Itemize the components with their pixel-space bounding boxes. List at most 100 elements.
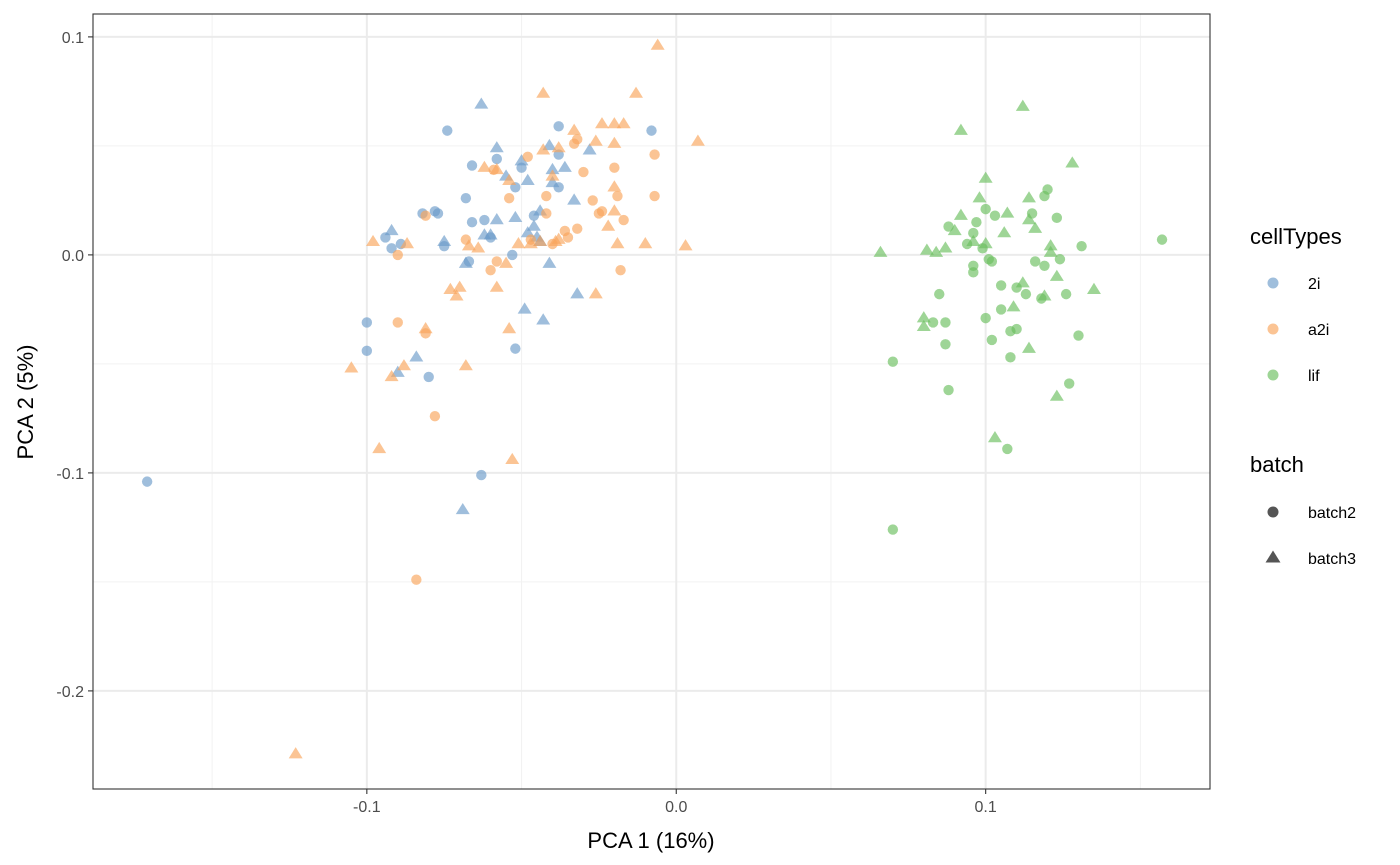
point-2i-batch2 [386,243,397,254]
point-lif-batch3 [1049,389,1064,401]
point-a2i-batch3 [489,280,504,292]
point-2i-batch2 [646,125,657,136]
point-a2i-batch3 [511,236,526,249]
point-2i-batch2 [361,345,373,357]
point-2i-batch3 [458,256,473,268]
point-lif-batch3 [972,191,987,203]
point-a2i-batch2 [420,210,431,221]
point-a2i-batch3 [396,359,411,371]
point-lif-batch2 [1060,288,1072,300]
point-lif-batch3 [1022,191,1036,203]
point-lif-batch3 [1049,269,1064,281]
point-lif-batch3 [1028,221,1043,233]
point-2i-batch3 [542,256,557,268]
point-a2i-batch3 [607,180,622,192]
point-a2i-batch2 [596,206,608,217]
y-tick-label: -0.2 [56,684,84,701]
point-lif-batch3 [947,223,962,236]
point-lif-batch3 [1043,245,1058,257]
grid [93,14,1210,789]
point-lif-batch2 [971,216,982,228]
point-2i-batch3 [570,287,585,299]
point-lif-batch2 [980,312,991,324]
point-2i-batch3 [557,160,572,172]
point-lif-batch2 [1002,443,1013,455]
point-lif-batch2 [1005,325,1016,337]
point-lif-batch2 [940,317,951,328]
point-lif-batch2 [943,221,954,232]
point-a2i-batch2 [503,193,515,204]
point-lif-batch2 [887,356,899,367]
x-tick-label: 0.1 [975,799,997,816]
point-2i-batch2 [432,208,444,219]
point-a2i-batch2 [615,264,626,276]
point-lif-batch2 [989,210,1001,221]
point-lif-batch2 [927,317,939,328]
point-a2i-batch3 [449,289,464,301]
point-2i-batch2 [479,214,490,226]
point-a2i-batch3 [288,747,303,759]
point-lif-batch2 [1029,256,1041,267]
point-a2i-batch3 [400,236,415,249]
y-axis-title: PCA 2 (5%) [13,345,38,460]
point-2i-batch3 [390,365,405,377]
legend-label-lif: lif [1308,368,1320,385]
legend-key-lif [1267,369,1279,381]
point-a2i-batch2 [609,162,620,173]
point-2i-batch3 [508,210,523,223]
point-lif-batch2 [995,304,1007,315]
point-lif-batch3 [1065,156,1080,168]
point-a2i-batch2 [572,223,583,234]
axis-ticks: -0.1 0.0 0.1 -0.2 -0.1 0.0 0.1 [56,30,996,816]
point-a2i-batch3 [638,236,653,249]
point-a2i-batch3 [461,239,476,251]
point-a2i-batch2 [485,264,496,276]
point-lif-batch3 [1037,289,1052,301]
point-a2i-batch3 [690,134,705,146]
point-a2i-batch3 [588,134,603,146]
point-2i-batch2 [476,469,487,481]
point-lif-batch3 [978,171,993,183]
x-tick-label: -0.1 [353,799,381,816]
point-2i-batch3 [545,162,560,175]
point-lif-batch2 [1005,352,1016,363]
legend-label-batch2: batch2 [1308,505,1356,522]
point-lif-batch3 [1006,300,1021,312]
point-a2i-batch3 [366,234,380,247]
point-a2i-batch3 [536,86,551,98]
point-2i-batch2 [361,317,373,328]
point-2i-batch3 [542,138,557,151]
point-a2i-batch2 [562,232,574,243]
point-2i-batch3 [536,313,551,325]
point-2i-batch2 [141,476,153,487]
point-lif-batch3 [978,236,993,249]
point-lif-batch3 [873,245,888,257]
point-2i-batch3 [567,193,582,205]
point-a2i-batch2 [618,214,629,226]
point-a2i-batch3 [536,143,551,155]
point-lif-batch3 [1015,99,1030,111]
point-2i-batch3 [437,234,452,247]
point-lif-batch2 [1064,378,1075,389]
point-lif-batch2 [986,334,998,346]
point-a2i-batch2 [578,166,589,178]
point-a2i-batch3 [595,117,609,129]
point-lif-batch2 [1073,330,1084,341]
point-a2i-batch2 [568,138,580,149]
point-2i-batch3 [384,223,399,236]
point-lif-batch3 [953,208,968,220]
point-lif-batch2 [980,203,991,215]
point-a2i-batch3 [418,322,433,334]
point-2i-batch3 [545,175,560,188]
point-2i-batch2 [460,193,472,204]
point-lif-batch3 [929,245,944,257]
point-a2i-batch3 [458,359,473,371]
point-2i-batch3 [517,302,532,314]
point-lif-batch2 [1076,240,1087,252]
point-a2i-batch3 [452,280,467,292]
point-a2i-batch3 [601,219,616,231]
legend-key-a2i [1267,323,1279,335]
point-a2i-batch3 [607,117,622,129]
point-lif-batch2 [934,288,945,300]
